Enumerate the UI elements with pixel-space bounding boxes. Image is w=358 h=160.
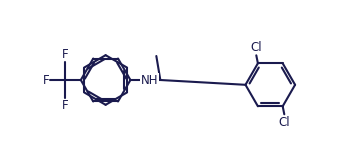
Text: F: F	[62, 48, 68, 61]
Text: Cl: Cl	[279, 116, 290, 129]
Text: Cl: Cl	[251, 41, 262, 54]
Text: F: F	[43, 73, 49, 87]
Text: NH: NH	[141, 73, 158, 87]
Text: F: F	[62, 99, 68, 112]
